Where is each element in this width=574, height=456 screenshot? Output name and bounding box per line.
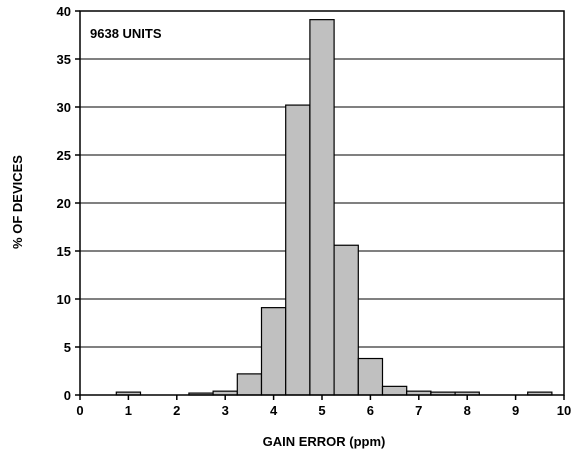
y-tick-label: 10 bbox=[57, 292, 71, 307]
histogram-bar bbox=[333, 244, 359, 396]
x-tick-label: 1 bbox=[125, 403, 132, 418]
x-axis-title: GAIN ERROR (ppm) bbox=[263, 434, 386, 449]
x-tick-labels: 0 1 2 3 4 5 6 7 8 9 10 bbox=[76, 403, 571, 418]
y-tick-labels: 0 5 10 15 20 25 30 35 40 bbox=[57, 4, 71, 403]
units-annotation: 9638 UNITS bbox=[90, 26, 162, 41]
x-tick-label: 5 bbox=[318, 403, 325, 418]
ticks bbox=[75, 10, 565, 400]
x-tick-label: 2 bbox=[173, 403, 180, 418]
y-tick-label: 20 bbox=[57, 196, 71, 211]
y-tick-label: 0 bbox=[64, 388, 71, 403]
x-tick-label: 3 bbox=[222, 403, 229, 418]
histogram-bar bbox=[236, 373, 263, 396]
y-tick-label: 40 bbox=[57, 4, 71, 19]
y-tick-label: 15 bbox=[57, 244, 71, 259]
y-tick-label: 35 bbox=[57, 52, 71, 67]
histogram-bar bbox=[285, 104, 311, 396]
histogram-bar bbox=[309, 19, 335, 396]
x-tick-label: 7 bbox=[415, 403, 422, 418]
x-tick-label: 6 bbox=[367, 403, 374, 418]
y-axis-title: % OF DEVICES bbox=[10, 155, 25, 249]
x-tick-label: 4 bbox=[270, 403, 278, 418]
histogram-bar bbox=[357, 357, 384, 396]
x-tick-label: 8 bbox=[464, 403, 471, 418]
bars bbox=[115, 19, 553, 396]
x-tick-label: 9 bbox=[512, 403, 519, 418]
x-tick-label: 10 bbox=[557, 403, 571, 418]
y-tick-label: 25 bbox=[57, 148, 71, 163]
histogram-bar bbox=[260, 307, 287, 396]
x-tick-label: 0 bbox=[76, 403, 83, 418]
histogram-bar bbox=[381, 385, 408, 396]
y-tick-label: 5 bbox=[64, 340, 71, 355]
y-tick-label: 30 bbox=[57, 100, 71, 115]
